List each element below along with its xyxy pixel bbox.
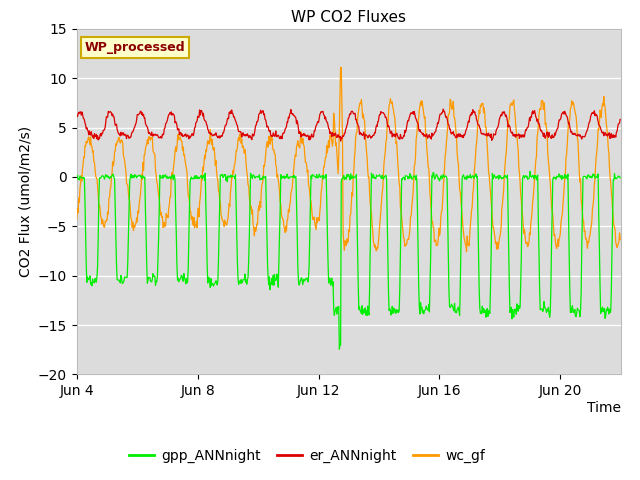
Y-axis label: CO2 Flux (umol/m2/s): CO2 Flux (umol/m2/s)	[19, 126, 32, 277]
Title: WP CO2 Fluxes: WP CO2 Fluxes	[291, 10, 406, 25]
X-axis label: Time: Time	[587, 401, 621, 415]
Text: WP_processed: WP_processed	[85, 41, 186, 54]
Legend: gpp_ANNnight, er_ANNnight, wc_gf: gpp_ANNnight, er_ANNnight, wc_gf	[124, 443, 491, 468]
